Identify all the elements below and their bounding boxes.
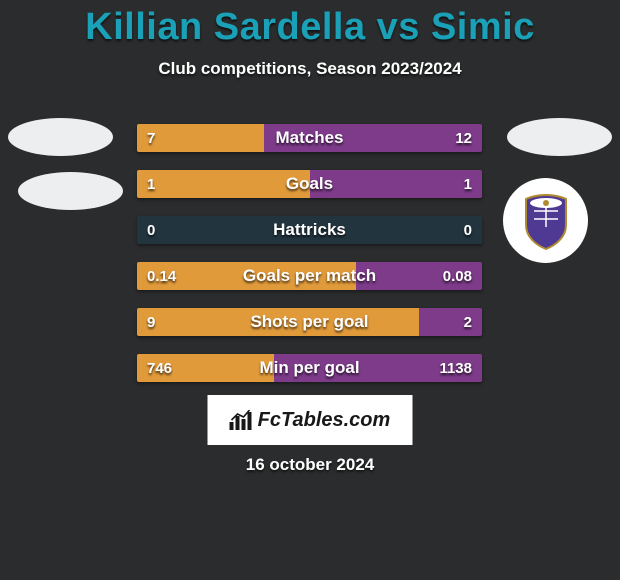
- subtitle: Club competitions, Season 2023/2024: [0, 59, 620, 79]
- stat-value-left: 0: [147, 216, 155, 244]
- stat-value-left: 0.14: [147, 262, 176, 290]
- stat-row: 11Goals: [137, 170, 482, 198]
- branding-badge: FcTables.com: [208, 395, 413, 445]
- stat-value-left: 746: [147, 354, 172, 382]
- player-photo-right-1: [507, 118, 612, 156]
- stat-value-right: 12: [455, 124, 472, 152]
- stat-value-right: 2: [464, 308, 472, 336]
- stat-value-right: 1: [464, 170, 472, 198]
- stat-fill-right: [419, 308, 482, 336]
- stat-value-right: 0: [464, 216, 472, 244]
- stat-row: 0 0Hattricks: [137, 216, 482, 244]
- stat-label: Hattricks: [137, 216, 482, 244]
- stat-value-right: 0.08: [443, 262, 472, 290]
- stat-fill-right: [310, 170, 483, 198]
- stat-row: 712Matches: [137, 124, 482, 152]
- stat-row: 7461138Min per goal: [137, 354, 482, 382]
- stat-fill-left: [137, 170, 310, 198]
- stat-fill-left: [137, 308, 419, 336]
- comparison-bars: 712Matches11Goals00Hattricks0.140.08Goal…: [137, 124, 482, 400]
- stat-fill-right: [264, 124, 482, 152]
- stat-fill-left: [137, 124, 264, 152]
- page-title: Killian Sardella vs Simic: [0, 0, 620, 49]
- branding-text: FcTables.com: [258, 409, 391, 432]
- player-photo-left-2: [18, 172, 123, 210]
- club-badge-right: [503, 178, 588, 263]
- date-text: 16 october 2024: [0, 455, 620, 475]
- stat-value-left: 1: [147, 170, 155, 198]
- stat-row: 0.140.08Goals per match: [137, 262, 482, 290]
- stat-value-right: 1138: [439, 354, 472, 382]
- anderlecht-crest-icon: [516, 191, 576, 251]
- fctables-logo-icon: [230, 410, 254, 430]
- stat-value-left: 9: [147, 308, 155, 336]
- stat-value-left: 7: [147, 124, 155, 152]
- player-photo-left-1: [8, 118, 113, 156]
- stat-row: 92Shots per goal: [137, 308, 482, 336]
- crest-crown-icon: [543, 200, 549, 206]
